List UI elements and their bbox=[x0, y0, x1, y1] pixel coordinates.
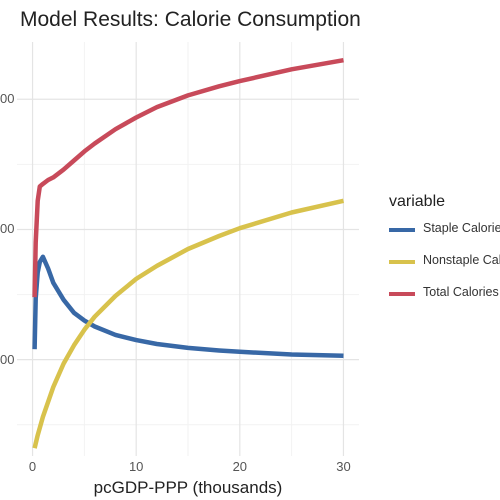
chart-title: Model Results: Calorie Consumption bbox=[20, 8, 361, 31]
x-axis-label: pcGDP-PPP (thousands) bbox=[93, 478, 283, 497]
legend-item-total: Total Calories bbox=[389, 284, 500, 302]
minor-gridlines bbox=[17, 42, 359, 456]
y-tick-label: 00 bbox=[0, 351, 15, 367]
series-line-2 bbox=[32, 57, 344, 298]
legend-key-nonstaple bbox=[389, 260, 415, 264]
series-line-0 bbox=[32, 254, 344, 359]
y-tick-label: 00 bbox=[0, 221, 15, 237]
major-gridlines bbox=[17, 42, 359, 456]
x-tick-label: 30 bbox=[336, 459, 351, 474]
legend-label-total: Total Calories bbox=[423, 285, 499, 299]
y-tick-label: 00 bbox=[0, 91, 15, 107]
x-tick-label: 20 bbox=[232, 459, 248, 474]
legend-key-total bbox=[389, 292, 415, 296]
legend-item-staple: Staple Calories bbox=[389, 220, 500, 238]
legend-title: variable bbox=[389, 193, 446, 210]
series-lines bbox=[32, 57, 344, 449]
legend-label-nonstaple: Nonstaple Calories bbox=[423, 253, 500, 267]
x-tick-label: 10 bbox=[128, 459, 144, 474]
x-tick-label: 0 bbox=[28, 459, 37, 474]
legend-label-staple: Staple Calories bbox=[423, 221, 500, 235]
series-line-1 bbox=[32, 198, 344, 449]
legend-key-staple bbox=[389, 228, 415, 232]
legend-item-nonstaple: Nonstaple Calories bbox=[389, 252, 500, 270]
